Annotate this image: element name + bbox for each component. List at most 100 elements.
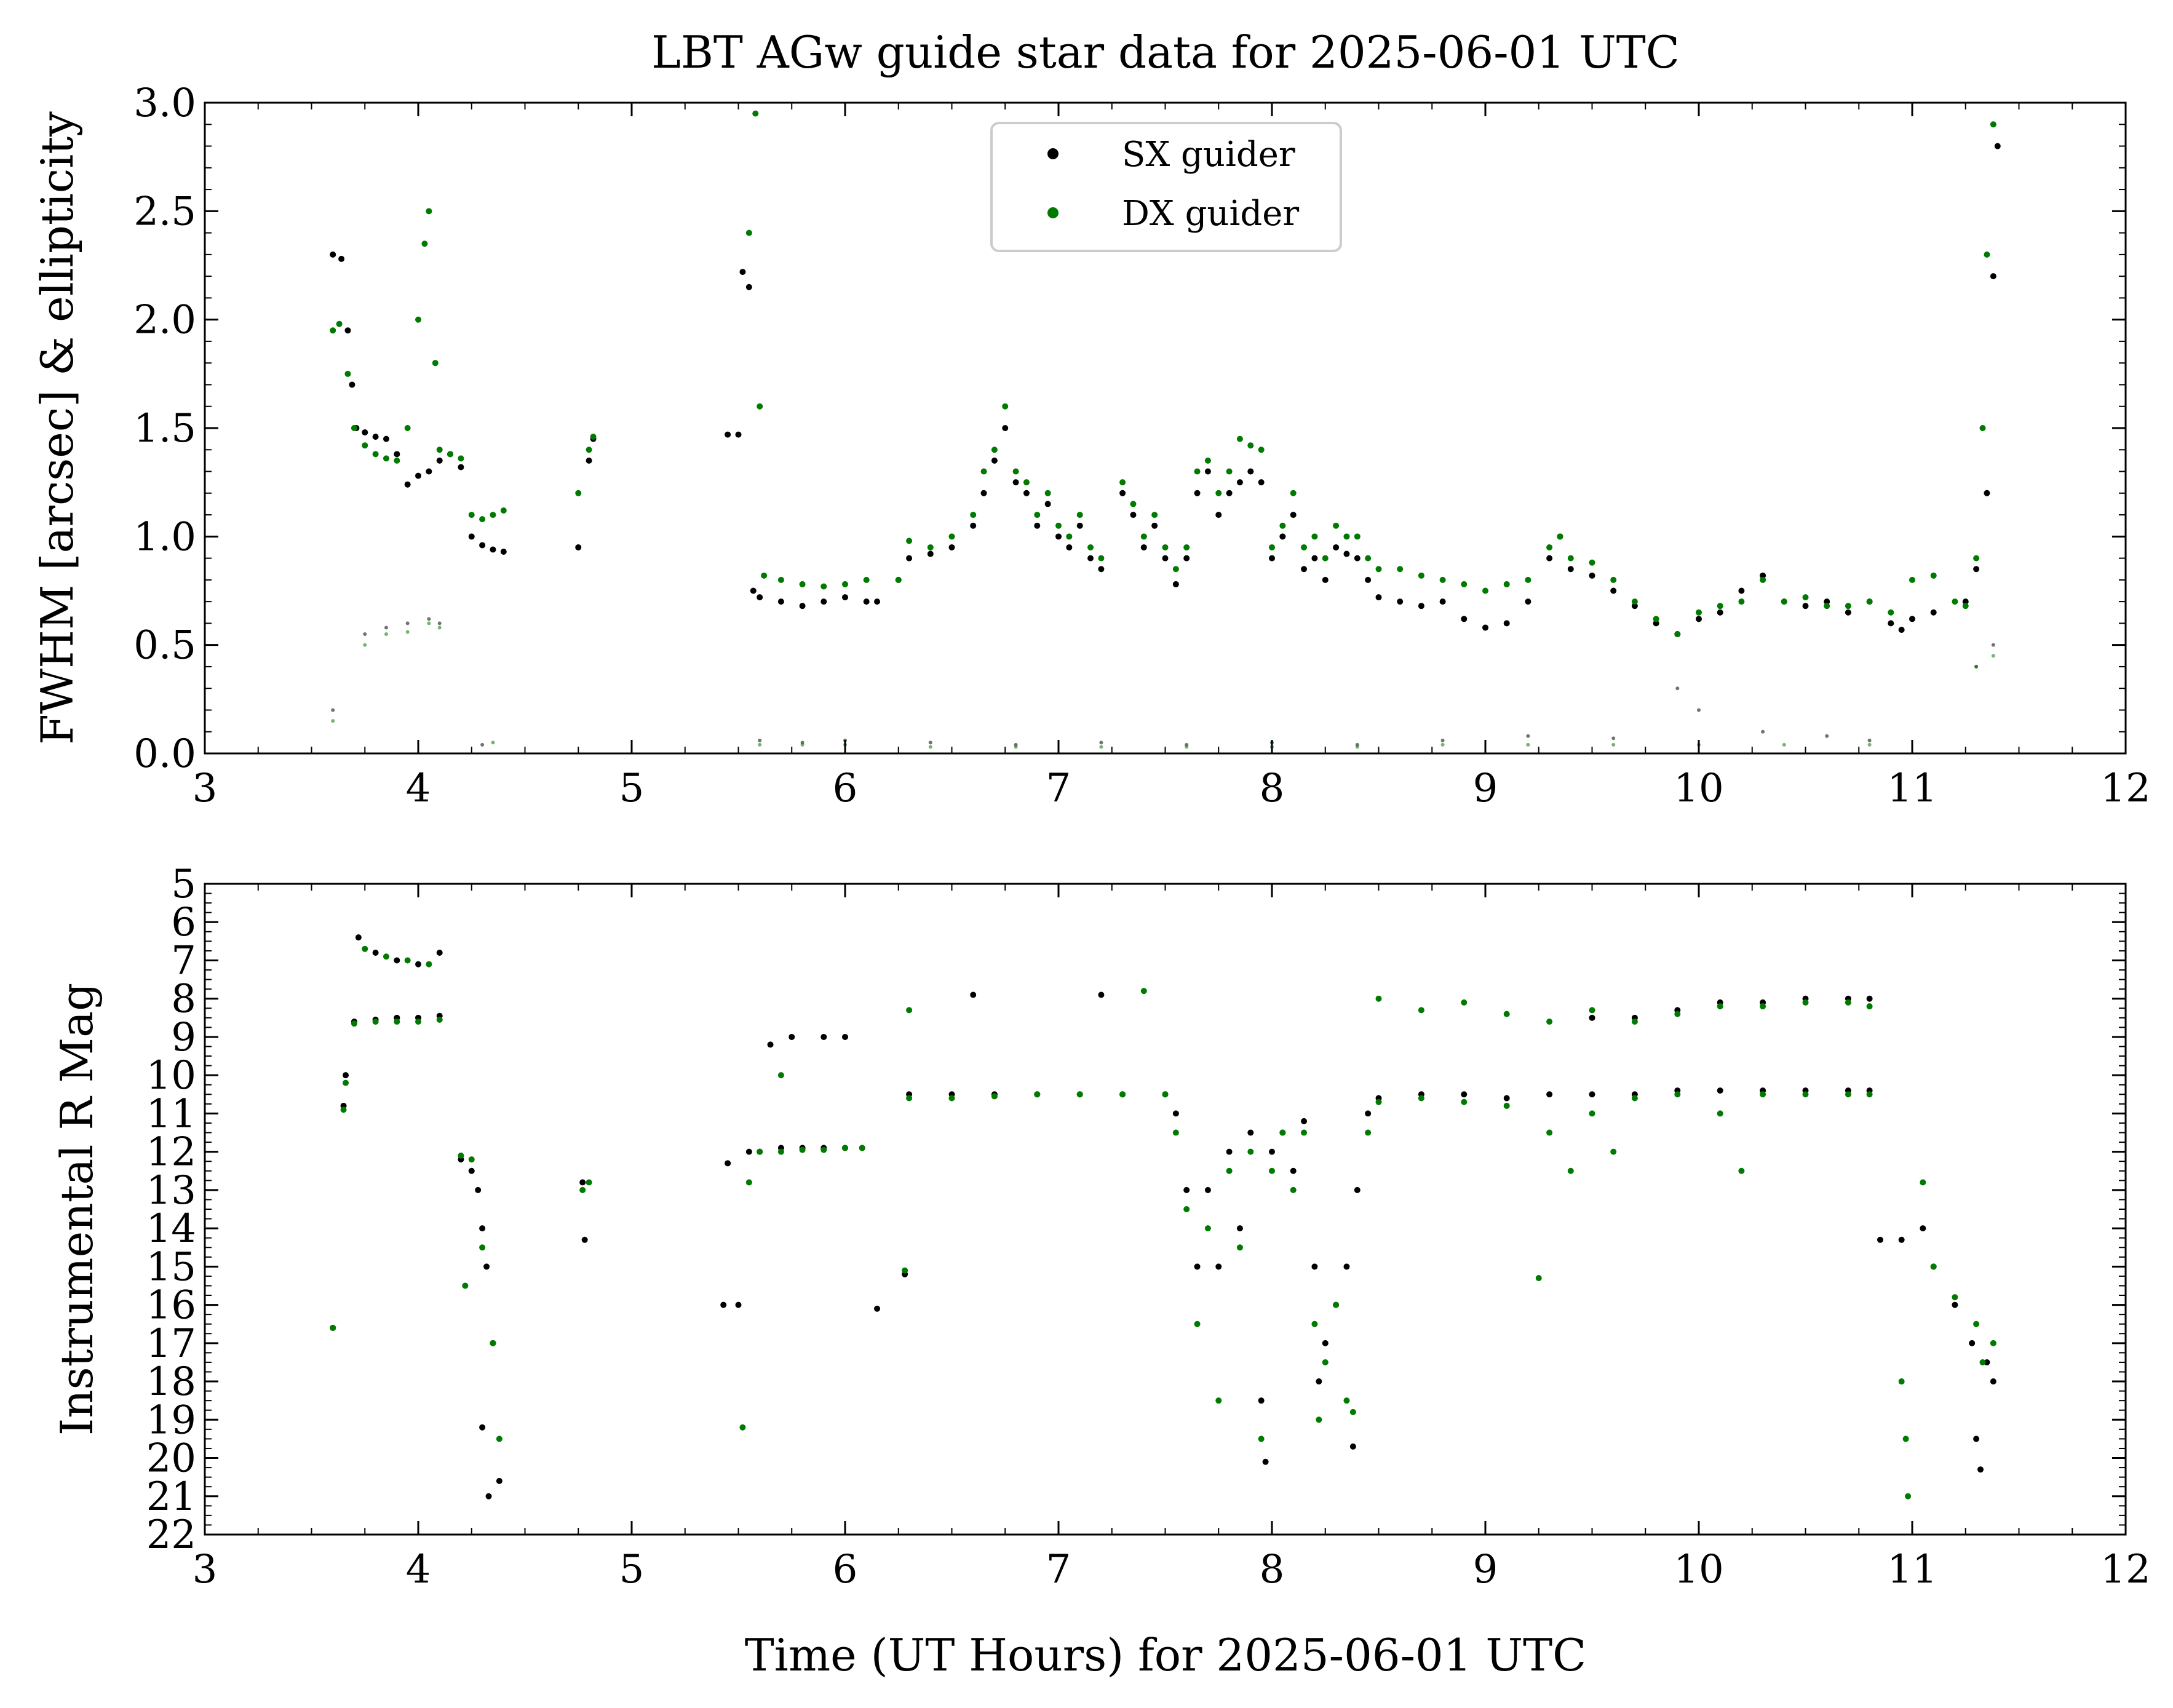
dx-mag-point bbox=[1258, 1436, 1265, 1442]
dx-fwhm-point bbox=[330, 327, 336, 334]
sx-mag-point bbox=[415, 961, 421, 967]
mag-x-tick-label: 9 bbox=[1473, 1547, 1498, 1592]
dx-mag-point bbox=[1226, 1167, 1233, 1174]
dx-mag-point bbox=[1247, 1148, 1254, 1155]
dx-mag-point bbox=[906, 1095, 913, 1102]
dx-mag-point bbox=[1610, 1148, 1617, 1155]
dx-mag-point bbox=[394, 1019, 400, 1025]
mag-y-tick-label: 15 bbox=[146, 1244, 196, 1290]
sx-ellipticity-point bbox=[1697, 708, 1701, 712]
sx-ellipticity-point bbox=[1611, 736, 1616, 741]
sx-mag-point bbox=[1952, 1301, 1958, 1308]
dx-fwhm-point bbox=[590, 434, 597, 440]
sx-fwhm-point bbox=[1012, 479, 1019, 486]
dx-fwhm-point bbox=[1781, 598, 1787, 605]
magnitude-panel-frame bbox=[204, 883, 2127, 1536]
sx-ellipticity-point bbox=[405, 621, 410, 626]
dx-mag-point bbox=[1845, 1091, 1851, 1098]
fwhm-y-tick-label: 1.5 bbox=[133, 406, 196, 451]
figure-title: LBT AGw guide star data for 2025-06-01 U… bbox=[651, 26, 1680, 78]
sx-fwhm-point bbox=[1696, 616, 1702, 622]
mag-y-tick-label: 13 bbox=[146, 1168, 196, 1213]
sx-fwhm-point bbox=[1226, 490, 1233, 496]
dx-fwhm-point bbox=[1760, 576, 1766, 583]
sx-mag-point bbox=[1866, 995, 1873, 1002]
sx-fwhm-point bbox=[906, 555, 913, 562]
sx-mag-point bbox=[1990, 1378, 1996, 1385]
dx-mag-point bbox=[436, 1016, 443, 1023]
mag-y-tick-label: 17 bbox=[146, 1321, 196, 1367]
sx-fwhm-point bbox=[362, 429, 368, 436]
dx-fwhm-point bbox=[372, 451, 379, 458]
sx-fwhm-point bbox=[1119, 490, 1126, 496]
dx-mag-point bbox=[468, 1156, 475, 1163]
dx-fwhm-point bbox=[1990, 121, 1996, 128]
legend: SX guider DX guider bbox=[990, 122, 1342, 252]
fwhm-y-tick-label: 2.5 bbox=[133, 189, 196, 234]
sx-fwhm-point bbox=[330, 251, 336, 258]
dx-mag-point bbox=[1279, 1129, 1286, 1136]
dx-mag-point bbox=[1898, 1378, 1905, 1385]
dx-fwhm-point bbox=[745, 229, 752, 236]
dx-ellipticity-point bbox=[363, 643, 367, 647]
dx-fwhm-point bbox=[799, 581, 806, 587]
sx-fwhm-point bbox=[725, 431, 731, 438]
dx-fwhm-point bbox=[1055, 522, 1062, 529]
dx-fwhm-point bbox=[1301, 544, 1308, 550]
sx-fwhm-point bbox=[436, 457, 443, 464]
dx-fwhm-point bbox=[500, 507, 507, 514]
sx-fwhm-point bbox=[757, 594, 763, 601]
dx-fwhm-point bbox=[383, 455, 389, 462]
fwhm-y-tick-label: 3.0 bbox=[133, 81, 196, 126]
dx-mag-point bbox=[1322, 1359, 1329, 1365]
dx-ellipticity-point bbox=[1974, 664, 1979, 669]
sx-mag-point bbox=[1969, 1340, 1976, 1346]
dx-fwhm-point bbox=[970, 512, 977, 518]
dx-fwhm-point bbox=[1012, 468, 1019, 475]
sx-fwhm-point bbox=[1023, 490, 1030, 496]
sx-mag-point bbox=[1717, 1087, 1723, 1094]
sx-fwhm-point bbox=[1311, 555, 1318, 562]
sx-fwhm-point bbox=[468, 533, 475, 540]
sx-fwhm-point bbox=[1888, 620, 1894, 627]
magnitude-data-points bbox=[330, 934, 1996, 1499]
dx-fwhm-point bbox=[1119, 479, 1126, 486]
dx-mag-point bbox=[479, 1244, 486, 1251]
legend-marker-sx bbox=[1047, 148, 1059, 159]
dx-fwhm-point bbox=[927, 544, 934, 550]
sx-fwhm-point bbox=[1343, 550, 1350, 557]
sx-fwhm-point bbox=[383, 435, 389, 442]
sx-fwhm-point bbox=[426, 468, 432, 475]
sx-ellipticity-point bbox=[1526, 734, 1530, 738]
dx-fwhm-point bbox=[1546, 544, 1553, 550]
sx-mag-point bbox=[372, 950, 379, 956]
sx-mag-point bbox=[874, 1305, 881, 1312]
mag-x-tick-label: 10 bbox=[1674, 1547, 1723, 1592]
dx-fwhm-point bbox=[1023, 479, 1030, 486]
dx-mag-point bbox=[496, 1436, 503, 1442]
dx-fwhm-point bbox=[1290, 490, 1297, 496]
sx-fwhm-point bbox=[1567, 566, 1574, 573]
dx-mag-point bbox=[362, 945, 368, 952]
sx-fwhm-point bbox=[970, 522, 977, 529]
dx-mag-point bbox=[404, 957, 411, 964]
mag-x-tick-label: 5 bbox=[619, 1547, 645, 1592]
mag-y-tick-label: 22 bbox=[146, 1512, 196, 1558]
sx-fwhm-point bbox=[1151, 522, 1158, 529]
dx-fwhm-point bbox=[752, 110, 759, 117]
dx-fwhm-point bbox=[1674, 631, 1681, 638]
sx-ellipticity-point bbox=[1440, 738, 1445, 742]
dx-mag-point bbox=[1375, 1098, 1382, 1105]
dx-mag-point bbox=[586, 1179, 592, 1186]
dx-mag-point bbox=[1365, 1129, 1372, 1136]
sx-fwhm-point bbox=[1333, 544, 1340, 550]
fwhm-data-points bbox=[330, 110, 2001, 749]
dx-fwhm-point bbox=[863, 576, 870, 583]
sx-fwhm-point bbox=[842, 594, 848, 601]
sx-mag-point bbox=[1920, 1225, 1926, 1232]
dx-fwhm-point bbox=[1311, 533, 1318, 540]
dx-fwhm-point bbox=[1952, 598, 1958, 605]
dx-mag-point bbox=[739, 1424, 746, 1431]
dx-fwhm-point bbox=[415, 316, 421, 323]
dx-fwhm-point bbox=[1076, 512, 1083, 518]
